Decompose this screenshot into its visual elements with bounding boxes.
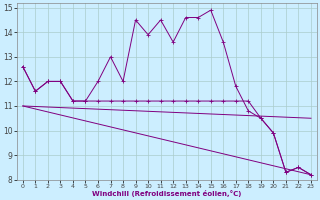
X-axis label: Windchill (Refroidissement éolien,°C): Windchill (Refroidissement éolien,°C)	[92, 190, 242, 197]
